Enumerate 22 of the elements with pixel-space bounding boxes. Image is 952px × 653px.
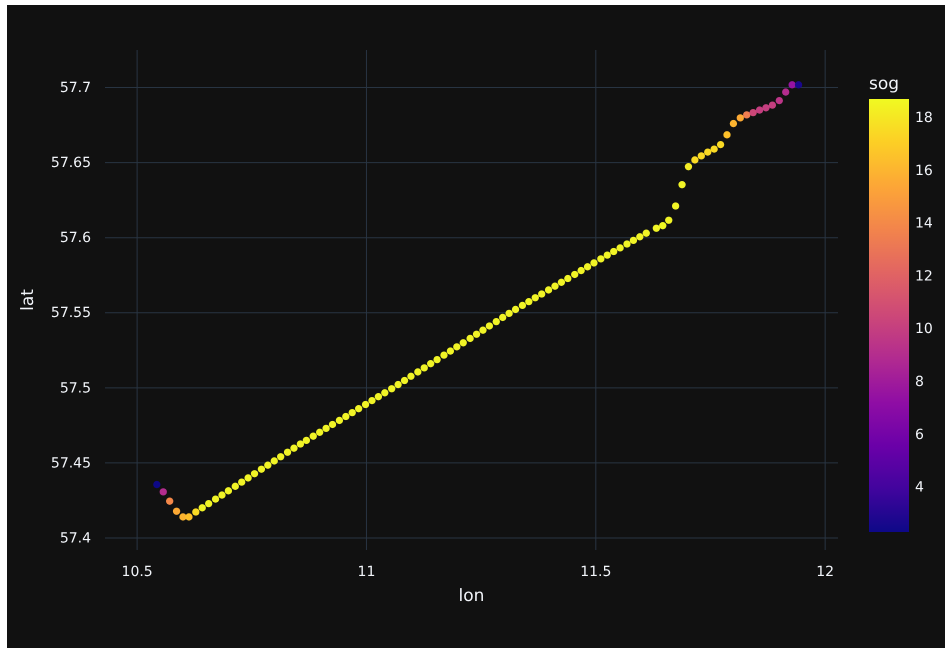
color-bar-label: 16 — [915, 162, 933, 179]
y-axis-title: lat — [18, 288, 38, 311]
color-bar-label: 14 — [915, 216, 933, 232]
y-tick-label: 57.65 — [50, 155, 91, 172]
x-tick-label: 12 — [816, 564, 834, 580]
y-tick-label: 57.45 — [50, 455, 91, 472]
color-bar-label: 6 — [915, 426, 924, 443]
y-tick-label: 57.5 — [60, 380, 91, 396]
y-tick-label: 57.55 — [50, 305, 91, 322]
color-bar-label: 8 — [915, 374, 924, 390]
color-bar-label: 12 — [915, 268, 933, 284]
color-bar-label: 4 — [915, 480, 924, 496]
x-axis-title: lon — [458, 586, 484, 606]
x-tick-label: 11 — [358, 564, 376, 580]
y-tick-label: 57.6 — [60, 230, 92, 246]
y-tick-label: 57.7 — [60, 80, 91, 96]
y-tick-label: 57.4 — [60, 530, 92, 546]
x-tick-label: 10.5 — [122, 564, 153, 580]
color-bar-label: 10 — [915, 321, 933, 338]
x-tick-label: 11.5 — [580, 564, 612, 580]
color-bar-label: 18 — [915, 110, 933, 126]
color-bar-title: sog — [869, 74, 900, 94]
